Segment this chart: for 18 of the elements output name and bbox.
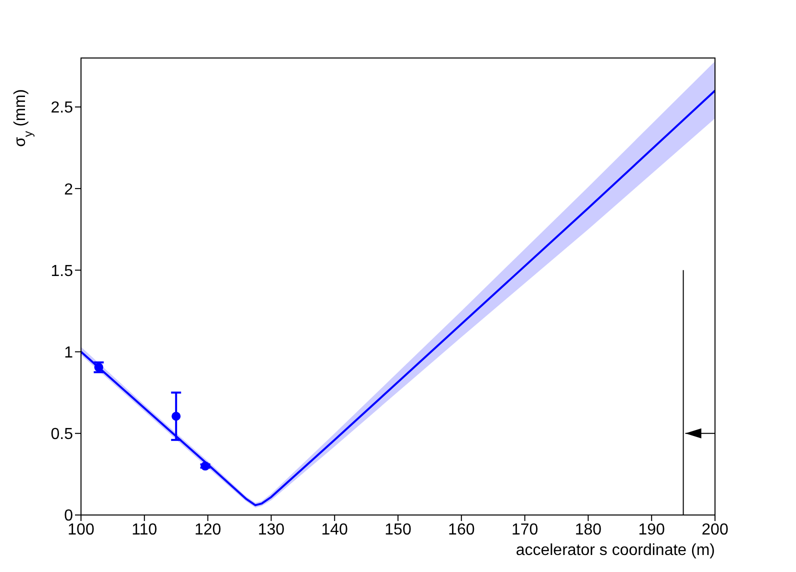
y-tick-label: 2 — [64, 181, 74, 198]
point — [200, 462, 210, 471]
x-tick-label: 160 — [448, 521, 475, 538]
x-tick-label: 200 — [702, 521, 728, 538]
y-tick-label: 0.5 — [50, 426, 74, 444]
x-tick-label: 140 — [321, 521, 348, 538]
point — [172, 412, 181, 421]
y-tick-label: 2.5 — [50, 100, 74, 117]
x-tick-label: 130 — [258, 521, 285, 538]
y-tick-label: 1 — [64, 344, 74, 362]
x-tick-label: 150 — [384, 521, 412, 538]
y-tick-label: 1.5 — [50, 262, 74, 280]
x-tick-label: 180 — [574, 521, 602, 538]
x-tick-label: 110 — [132, 521, 158, 538]
x-tick-label: 190 — [638, 521, 666, 538]
x-tick-label: 170 — [511, 521, 538, 538]
x-axis-title: accelerator s coordinate (m) — [516, 542, 715, 559]
x-tick-label: 120 — [194, 521, 222, 538]
